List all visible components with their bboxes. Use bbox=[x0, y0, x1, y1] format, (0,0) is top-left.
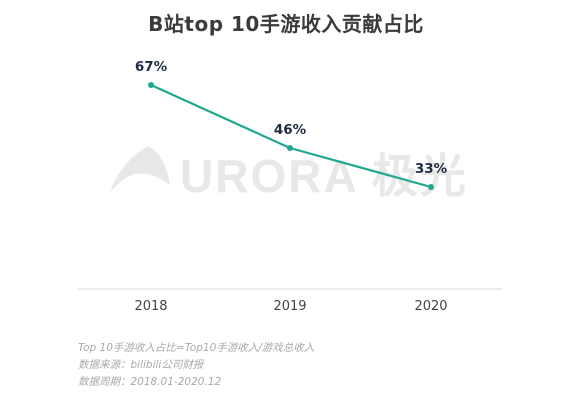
watermark-logo-icon bbox=[110, 146, 170, 192]
watermark: URORA 极光 bbox=[110, 146, 468, 202]
data-point bbox=[428, 184, 434, 190]
watermark-text: URORA 极光 bbox=[180, 150, 468, 202]
data-point bbox=[148, 82, 154, 88]
x-tick-label: 2020 bbox=[414, 299, 447, 314]
data-label: 67% bbox=[135, 59, 168, 75]
footnote-period: 数据周期：2018.01-2020.12 bbox=[78, 376, 222, 388]
chart-title: B站top 10手游收入贡献占比 bbox=[148, 12, 424, 36]
x-tick-label: 2018 bbox=[134, 299, 167, 314]
footnote-source: 数据来源：bilibili公司财报 bbox=[78, 359, 204, 371]
footnotes: Top 10手游收入占比=Top10手游收入/游戏总收入 数据来源：bilibi… bbox=[78, 340, 314, 391]
footnote-formula: Top 10手游收入占比=Top10手游收入/游戏总收入 bbox=[78, 342, 315, 354]
x-tick-label: 2019 bbox=[273, 299, 306, 314]
data-label: 33% bbox=[415, 161, 448, 177]
data-label: 46% bbox=[274, 122, 307, 138]
data-point bbox=[287, 145, 293, 151]
